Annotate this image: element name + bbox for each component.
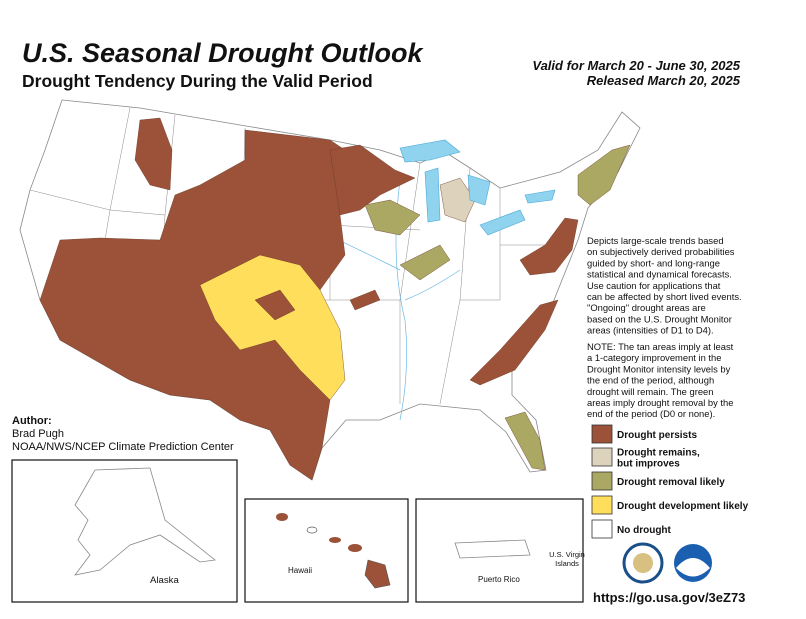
- subtitle: Drought Tendency During the Valid Period: [22, 71, 373, 91]
- legend: Drought persists Drought remains,but impr…: [591, 424, 749, 539]
- legend-swatch: [591, 519, 613, 539]
- description-line: areas (intensities of D1 to D4).: [587, 325, 714, 336]
- legend-swatch: [591, 495, 613, 515]
- description-line: "Ongoing" drought areas are: [587, 302, 706, 313]
- doc-logo-inner: [633, 553, 653, 573]
- legend-label: Drought development likely: [617, 501, 749, 512]
- region-southeast: [469, 299, 559, 386]
- drought-regions: [39, 117, 631, 481]
- noaa-logo-wave: [676, 558, 710, 577]
- valid-period: Valid for March 20 - June 30, 2025: [532, 58, 740, 73]
- note-line: drought will remain. The green: [587, 386, 713, 397]
- author-heading: Author:: [12, 415, 52, 427]
- description-line: guided by short- and long-range: [587, 257, 720, 268]
- alaska-label: Alaska: [150, 575, 179, 586]
- note-line: a 1-category improvement in the: [587, 352, 721, 363]
- note-line: areas imply drought removal by the: [587, 397, 733, 408]
- legend-swatch: [591, 424, 613, 444]
- virgin-islands-label: U.S. Virgin: [549, 550, 585, 559]
- region-colorado: [254, 289, 296, 321]
- region-removal-florida: [504, 411, 546, 471]
- description-line: on subjectively derived probabilities: [587, 246, 735, 257]
- puerto-rico-shape: [454, 539, 531, 559]
- region-mid-atlantic: [519, 217, 579, 276]
- title: U.S. Seasonal Drought Outlook: [22, 38, 425, 68]
- region-improves-michigan: [439, 177, 476, 223]
- region-removal-illinois: [399, 244, 451, 281]
- author-name: Brad Pugh: [12, 428, 64, 440]
- release-date: Released March 20, 2025: [587, 73, 741, 88]
- legend-label: No drought: [617, 525, 672, 536]
- region-removal-ohio: [364, 199, 421, 236]
- legend-label: Drought removal likely: [617, 477, 725, 488]
- description-line: can be affected by short lived events.: [587, 291, 742, 302]
- hawaii-islands: [276, 513, 391, 589]
- legend-label: but improves: [617, 459, 680, 470]
- great-lakes: [399, 139, 556, 236]
- description-line: based on the U.S. Drought Monitor: [587, 313, 732, 324]
- legend-swatch: [591, 471, 613, 491]
- description-line: Use caution for applications that: [587, 280, 721, 291]
- hawaii-label: Hawaii: [288, 566, 312, 575]
- puerto-rico-label: Puerto Rico: [478, 575, 520, 584]
- region-development: [199, 254, 346, 401]
- region-removal-northeast: [577, 144, 631, 206]
- region-upper-midwest: [329, 144, 416, 216]
- note-line: NOTE: The tan areas imply at least: [587, 341, 734, 352]
- legend-swatch: [591, 447, 613, 467]
- source-url[interactable]: https://go.usa.gov/3eZ73: [593, 590, 745, 605]
- region-tennessee: [349, 289, 381, 311]
- description-line: statistical and dynamical forecasts.: [587, 269, 732, 280]
- note-line: the end of the period, although: [587, 375, 714, 386]
- note-line: Drought Monitor intensity levels by: [587, 363, 731, 374]
- virgin-islands-label: Islands: [555, 559, 579, 568]
- region-northwest: [134, 117, 173, 191]
- legend-label: Drought persists: [617, 430, 697, 441]
- legend-label: Drought remains,: [617, 448, 700, 459]
- alaska-shape: [74, 467, 216, 576]
- author-org: NOAA/NWS/NCEP Climate Prediction Center: [12, 441, 234, 453]
- description-line: Depicts large-scale trends based: [587, 235, 724, 246]
- note-line: end of the period (D0 or none).: [587, 408, 715, 419]
